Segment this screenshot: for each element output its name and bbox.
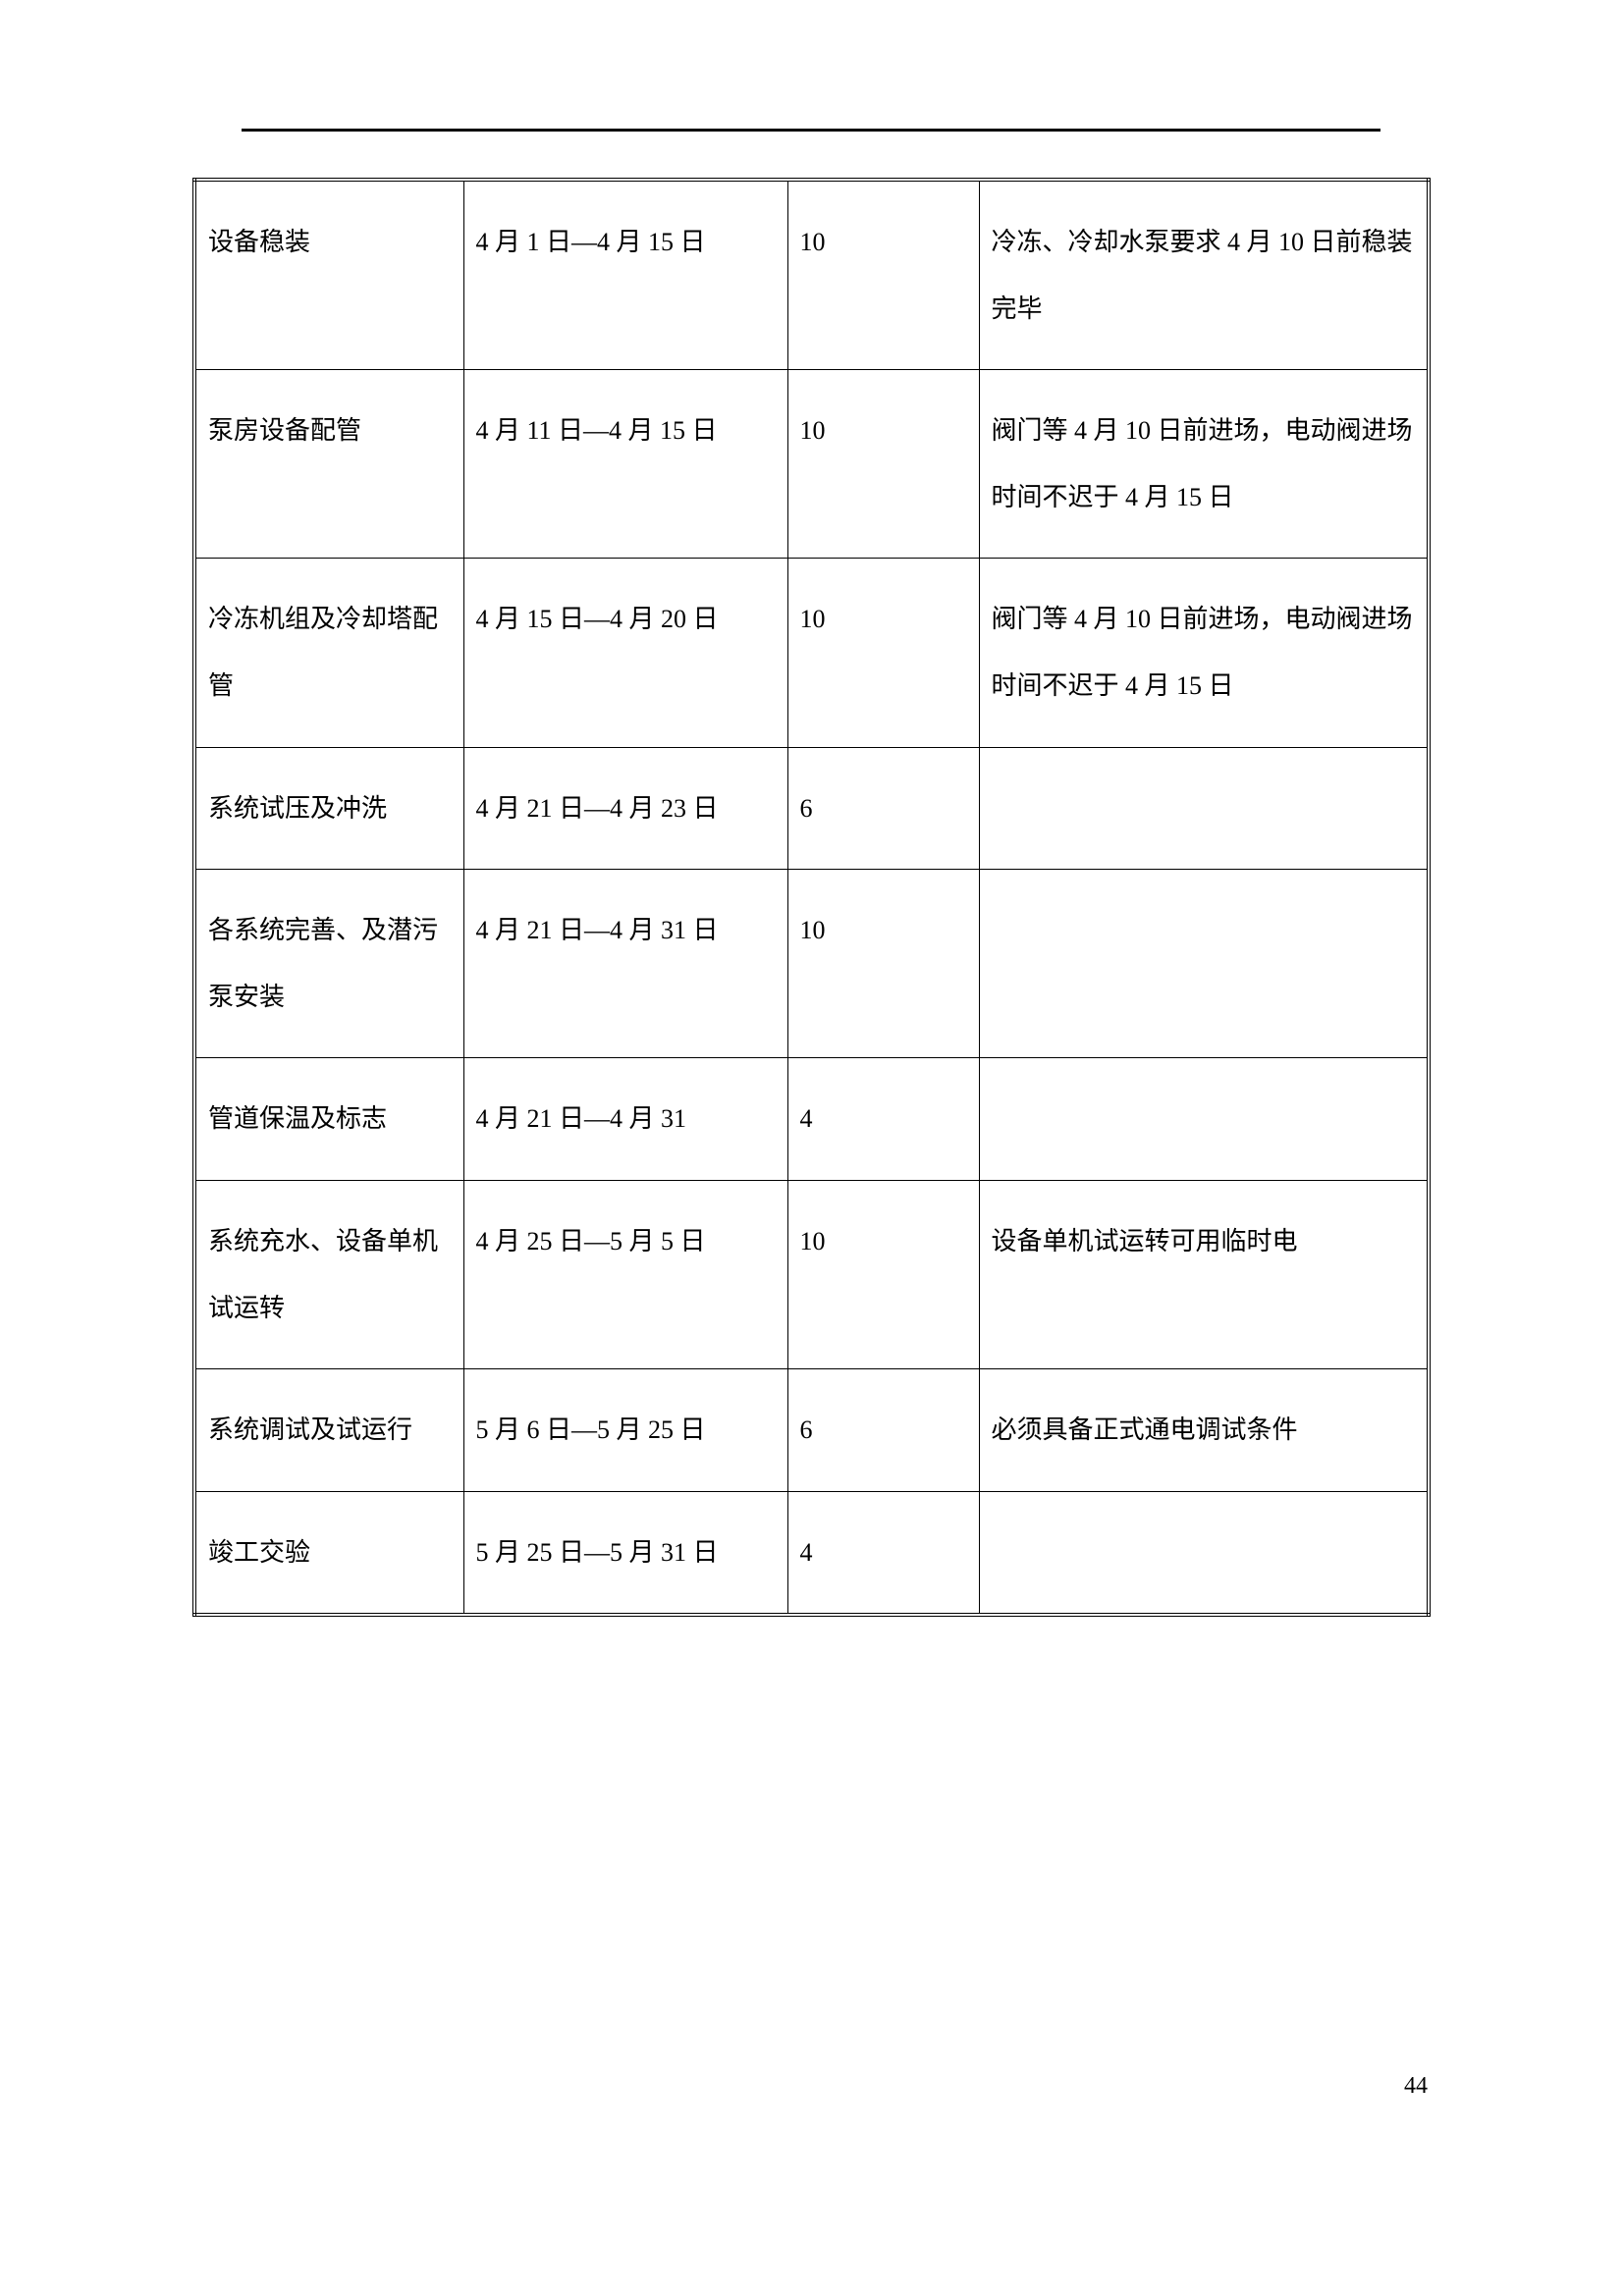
cell-date: 4 月 15 日—4 月 20 日: [463, 559, 787, 747]
cell-remark: [979, 1491, 1429, 1615]
cell-date: 4 月 25 日—5 月 5 日: [463, 1180, 787, 1368]
cell-remark: 设备单机试运转可用临时电: [979, 1180, 1429, 1368]
table-row: 设备稳装 4 月 1 日—4 月 15 日 10 冷冻、冷却水泵要求 4 月 1…: [194, 180, 1429, 370]
cell-count: 10: [787, 559, 979, 747]
cell-remark: 阀门等 4 月 10 日前进场，电动阀进场时间不迟于 4 月 15 日: [979, 559, 1429, 747]
cell-count: 6: [787, 1369, 979, 1492]
cell-date: 4 月 21 日—4 月 23 日: [463, 747, 787, 870]
table-row: 各系统完善、及潜污泵安装 4 月 21 日—4 月 31 日 10: [194, 870, 1429, 1058]
cell-task: 泵房设备配管: [194, 370, 463, 559]
cell-date: 4 月 11 日—4 月 15 日: [463, 370, 787, 559]
cell-task: 系统试压及冲洗: [194, 747, 463, 870]
cell-remark: [979, 1058, 1429, 1181]
cell-remark: 阀门等 4 月 10 日前进场，电动阀进场时间不迟于 4 月 15 日: [979, 370, 1429, 559]
cell-task: 各系统完善、及潜污泵安装: [194, 870, 463, 1058]
table-row: 系统试压及冲洗 4 月 21 日—4 月 23 日 6: [194, 747, 1429, 870]
cell-remark: 冷冻、冷却水泵要求 4 月 10 日前稳装完毕: [979, 180, 1429, 370]
cell-count: 10: [787, 1180, 979, 1368]
page-number: 44: [1404, 2073, 1428, 2100]
header-underline: [242, 129, 1380, 132]
table-row: 系统充水、设备单机试运转 4 月 25 日—5 月 5 日 10 设备单机试运转…: [194, 1180, 1429, 1368]
cell-task: 设备稳装: [194, 180, 463, 370]
cell-date: 5 月 25 日—5 月 31 日: [463, 1491, 787, 1615]
cell-date: 4 月 21 日—4 月 31 日: [463, 870, 787, 1058]
cell-date: 5 月 6 日—5 月 25 日: [463, 1369, 787, 1492]
cell-count: 10: [787, 180, 979, 370]
cell-count: 4: [787, 1491, 979, 1615]
table-row: 竣工交验 5 月 25 日—5 月 31 日 4: [194, 1491, 1429, 1615]
table-row: 泵房设备配管 4 月 11 日—4 月 15 日 10 阀门等 4 月 10 日…: [194, 370, 1429, 559]
cell-date: 4 月 1 日—4 月 15 日: [463, 180, 787, 370]
cell-task: 管道保温及标志: [194, 1058, 463, 1181]
cell-task: 竣工交验: [194, 1491, 463, 1615]
cell-task: 冷冻机组及冷却塔配管: [194, 559, 463, 747]
cell-remark: [979, 747, 1429, 870]
schedule-table: 设备稳装 4 月 1 日—4 月 15 日 10 冷冻、冷却水泵要求 4 月 1…: [192, 178, 1431, 1617]
table-row: 冷冻机组及冷却塔配管 4 月 15 日—4 月 20 日 10 阀门等 4 月 …: [194, 559, 1429, 747]
cell-count: 4: [787, 1058, 979, 1181]
table-row: 系统调试及试运行 5 月 6 日—5 月 25 日 6 必须具备正式通电调试条件: [194, 1369, 1429, 1492]
table-row: 管道保温及标志 4 月 21 日—4 月 31 4: [194, 1058, 1429, 1181]
cell-count: 6: [787, 747, 979, 870]
cell-remark: [979, 870, 1429, 1058]
cell-task: 系统充水、设备单机试运转: [194, 1180, 463, 1368]
cell-date: 4 月 21 日—4 月 31: [463, 1058, 787, 1181]
table-body: 设备稳装 4 月 1 日—4 月 15 日 10 冷冻、冷却水泵要求 4 月 1…: [194, 180, 1429, 1615]
cell-remark: 必须具备正式通电调试条件: [979, 1369, 1429, 1492]
cell-task: 系统调试及试运行: [194, 1369, 463, 1492]
cell-count: 10: [787, 370, 979, 559]
cell-count: 10: [787, 870, 979, 1058]
